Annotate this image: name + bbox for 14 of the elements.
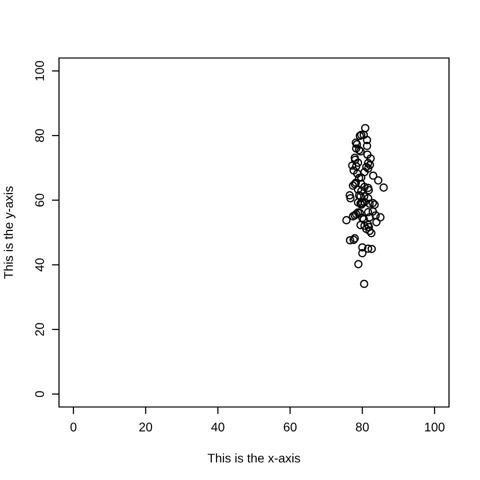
y-tick-label: 0 bbox=[35, 391, 44, 398]
x-tick-label: 20 bbox=[139, 422, 152, 432]
y-tick-label: 40 bbox=[35, 258, 44, 272]
y-axis-title: This is the y-axis bbox=[4, 186, 16, 279]
y-tick-label: 60 bbox=[35, 194, 44, 206]
y-tick-label: 20 bbox=[35, 322, 44, 336]
x-tick-label: 0 bbox=[70, 422, 76, 432]
x-tick-label: 40 bbox=[211, 422, 224, 432]
x-tick-label: 60 bbox=[284, 422, 297, 432]
y-tick-label: 100 bbox=[35, 60, 44, 80]
y-tick-label: 80 bbox=[35, 129, 44, 142]
x-tick-label: 100 bbox=[425, 422, 444, 432]
x-axis-title: This is the x-axis bbox=[208, 453, 300, 463]
x-tick-label: 80 bbox=[356, 422, 369, 432]
